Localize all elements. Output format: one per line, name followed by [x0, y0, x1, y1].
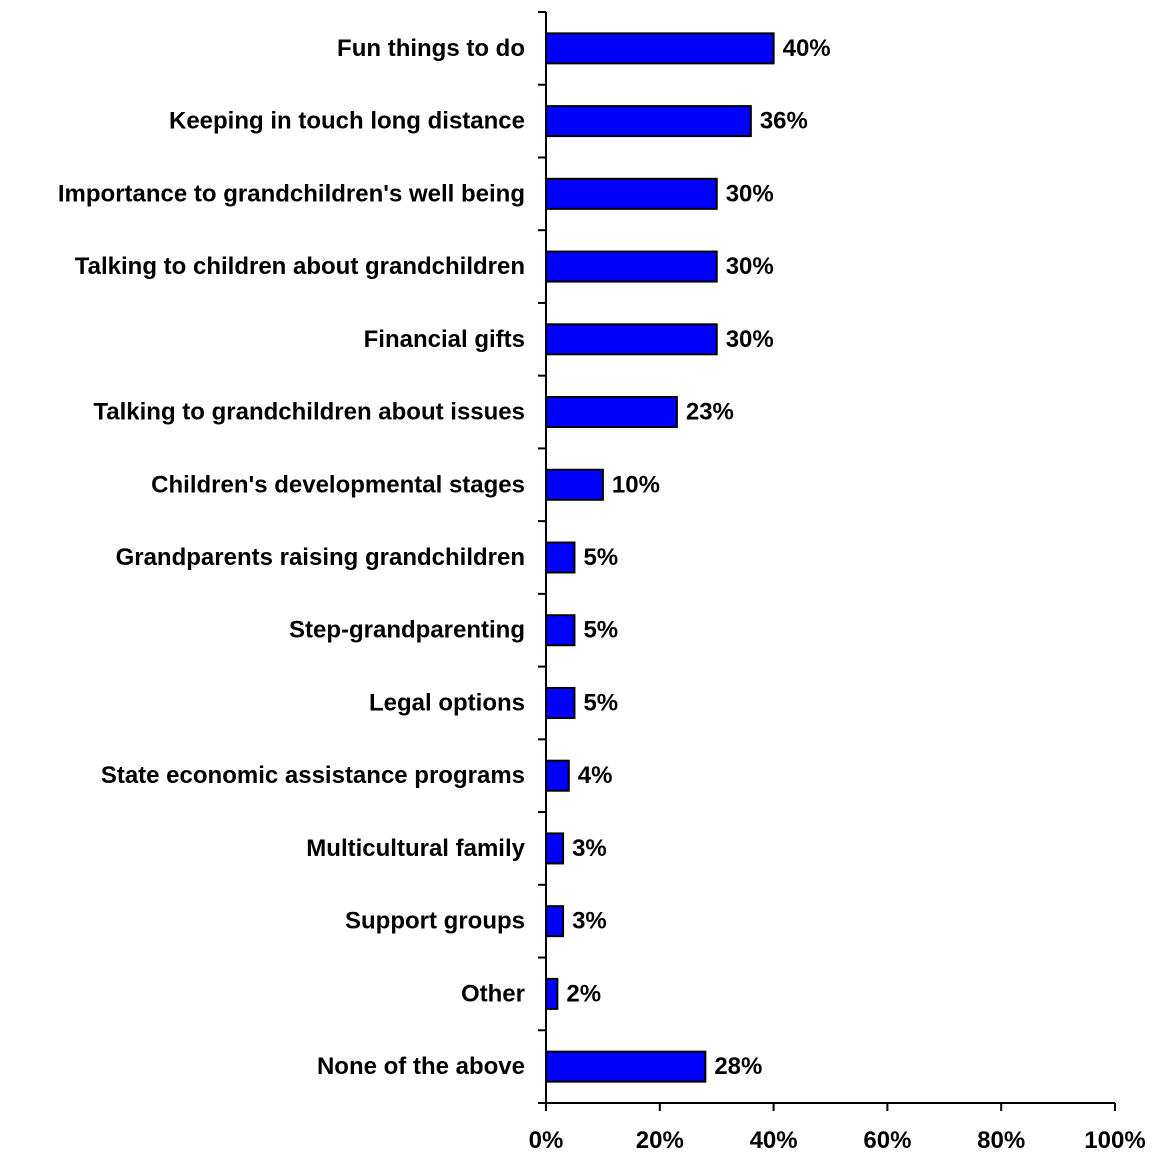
- value-label: 36%: [760, 108, 808, 135]
- x-tick-label: 80%: [977, 1127, 1025, 1154]
- category-label: Support groups: [345, 908, 525, 935]
- y-ticks-group: [538, 11, 546, 1104]
- category-label: State economic assistance programs: [101, 762, 525, 789]
- value-label: 2%: [566, 980, 601, 1007]
- value-label: 30%: [726, 180, 774, 207]
- bar: [545, 105, 752, 138]
- value-label: 5%: [583, 689, 618, 716]
- bar: [545, 32, 775, 65]
- category-label: None of the above: [317, 1053, 525, 1080]
- x-tick-label: 0%: [529, 1127, 564, 1154]
- x-ticks-group: 0% 20% 40% 60% 80% 100%: [529, 1103, 1146, 1154]
- category-label: Keeping in touch long distance: [169, 108, 525, 135]
- value-label: 23%: [686, 399, 734, 426]
- value-label: 10%: [612, 471, 660, 498]
- bar: [545, 686, 576, 719]
- category-label: Other: [461, 980, 525, 1007]
- value-label: 40%: [783, 35, 831, 62]
- category-label: Fun things to do: [337, 35, 525, 62]
- category-label: Talking to grandchildren about issues: [93, 399, 525, 426]
- bars-group: [545, 32, 775, 1083]
- value-label: 28%: [714, 1053, 762, 1080]
- x-tick-label: 20%: [636, 1127, 684, 1154]
- category-label: Talking to children about grandchildren: [75, 253, 525, 280]
- value-label: 30%: [726, 253, 774, 280]
- bar: [545, 250, 718, 283]
- value-label: 5%: [583, 617, 618, 644]
- bar: [545, 177, 718, 210]
- x-tick-label: 40%: [750, 1127, 798, 1154]
- bar: [545, 541, 576, 574]
- bar: [545, 905, 565, 938]
- value-label: 30%: [726, 326, 774, 353]
- bar: [545, 396, 678, 429]
- category-label: Legal options: [369, 689, 525, 716]
- category-labels-group: Fun things to do Keeping in touch long di…: [58, 35, 526, 1080]
- category-label: Importance to grandchildren's well being: [58, 180, 525, 207]
- bar: [545, 614, 576, 647]
- category-label: Multicultural family: [306, 835, 525, 862]
- x-tick-label: 60%: [863, 1127, 911, 1154]
- bar: [545, 759, 570, 792]
- bar: [545, 977, 559, 1010]
- category-label: Children's developmental stages: [151, 471, 525, 498]
- value-labels-group: 40% 36% 30% 30% 30% 23% 10% 5% 5% 5% 4% 3% 3% 2% 28%: [566, 35, 830, 1080]
- value-label: 4%: [578, 762, 613, 789]
- category-label: Financial gifts: [364, 326, 525, 353]
- x-tick-label: 100%: [1084, 1127, 1145, 1154]
- bar: [545, 468, 604, 501]
- value-label: 3%: [572, 835, 607, 862]
- bar: [545, 832, 565, 865]
- value-label: 5%: [583, 544, 618, 571]
- value-label: 3%: [572, 908, 607, 935]
- category-label: Step-grandparenting: [289, 617, 525, 644]
- bar: [545, 323, 718, 356]
- category-label: Grandparents raising grandchildren: [116, 544, 525, 571]
- bar: [545, 1050, 707, 1083]
